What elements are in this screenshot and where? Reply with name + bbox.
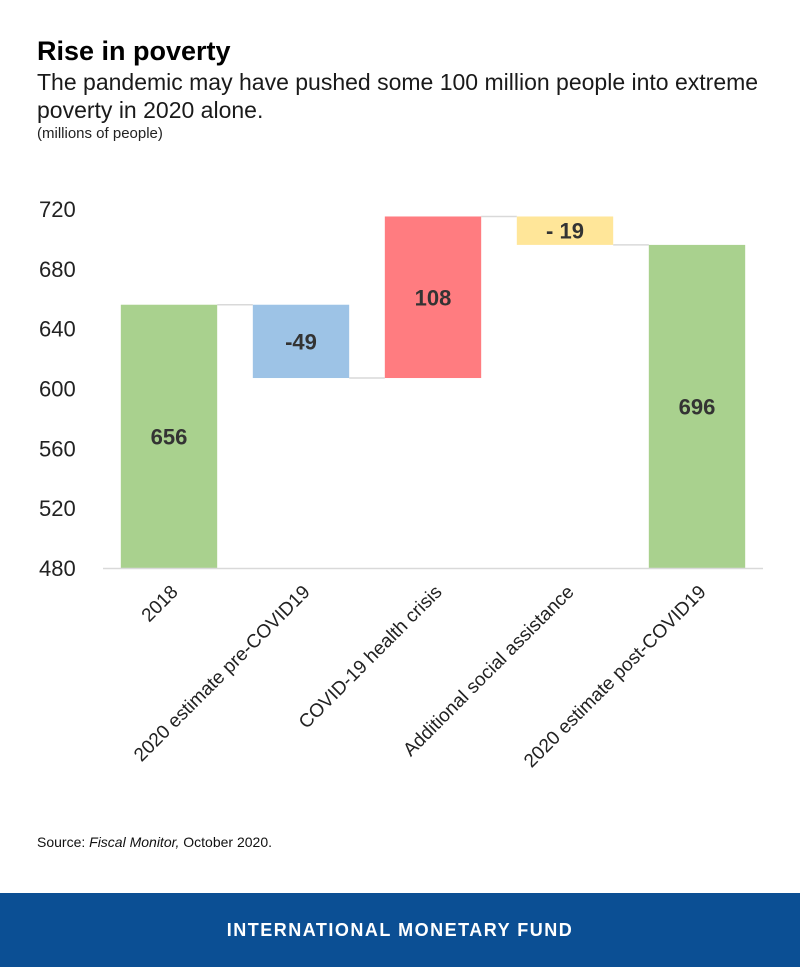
chart-subtitle: The pandemic may have pushed some 100 mi… <box>37 69 759 123</box>
y-tick-label: 600 <box>39 377 76 402</box>
source-note: Source: Fiscal Monitor, October 2020. <box>37 834 272 850</box>
unit-label: (millions of people) <box>37 125 163 142</box>
y-tick-label: 480 <box>39 556 76 581</box>
bar-value-label: 108 <box>415 285 452 310</box>
bar-value-label: -49 <box>285 329 317 354</box>
bar <box>648 244 746 568</box>
bar <box>120 304 218 568</box>
bar <box>252 304 350 379</box>
y-tick-label: 520 <box>39 496 76 521</box>
x-tick-label: 2018 <box>138 582 183 627</box>
footer-banner: INTERNATIONAL MONETARY FUND <box>0 893 800 967</box>
y-tick-label: 640 <box>39 317 76 342</box>
source-prefix: Source: <box>37 834 90 850</box>
y-tick-label: 560 <box>39 436 76 461</box>
bar-value-label: - 19 <box>546 219 584 244</box>
bar-value-label: 696 <box>679 394 716 419</box>
y-tick-label: 720 <box>39 197 76 222</box>
x-tick-label: COVID-19 health crisis <box>295 582 446 733</box>
footer-org-name: INTERNATIONAL MONETARY FUND <box>226 919 574 940</box>
waterfall-chart: 480 520 560 600 640 680 720 656 -49 108 - 19 696 201… <box>39 197 763 772</box>
bar <box>516 216 614 245</box>
source-publication: Fiscal Monitor, <box>89 834 180 850</box>
y-tick-label: 680 <box>39 257 76 282</box>
chart-title: Rise in poverty <box>37 36 231 66</box>
bar-value-label: 656 <box>151 424 188 449</box>
source-suffix: October 2020. <box>179 834 273 850</box>
bar <box>384 216 482 379</box>
